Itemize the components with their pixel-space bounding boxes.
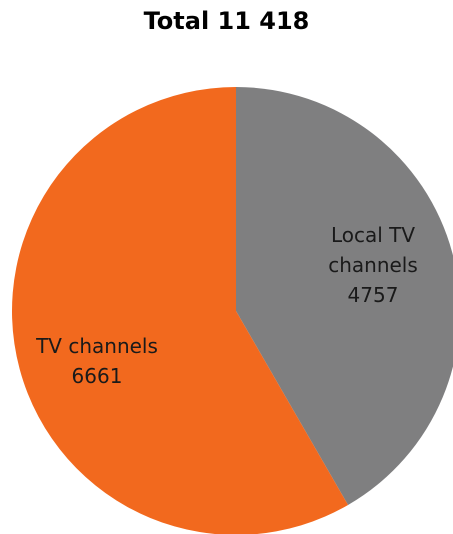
pie-slice-1 <box>12 87 349 534</box>
slice-category-label-0: channels <box>328 253 418 277</box>
slice-value-label-0: 4757 <box>348 283 399 307</box>
pie-labels: Local TV channels 4757 TV channels 6661 <box>35 223 418 388</box>
chart-title: Total 11 418 <box>143 7 310 35</box>
slice-value-label-1: 6661 <box>72 364 123 388</box>
pie-slices <box>12 87 453 534</box>
pie-slice-0 <box>236 87 453 505</box>
slice-category-label-1: TV channels <box>35 334 158 358</box>
slice-category-label-0: Local TV <box>331 223 415 247</box>
